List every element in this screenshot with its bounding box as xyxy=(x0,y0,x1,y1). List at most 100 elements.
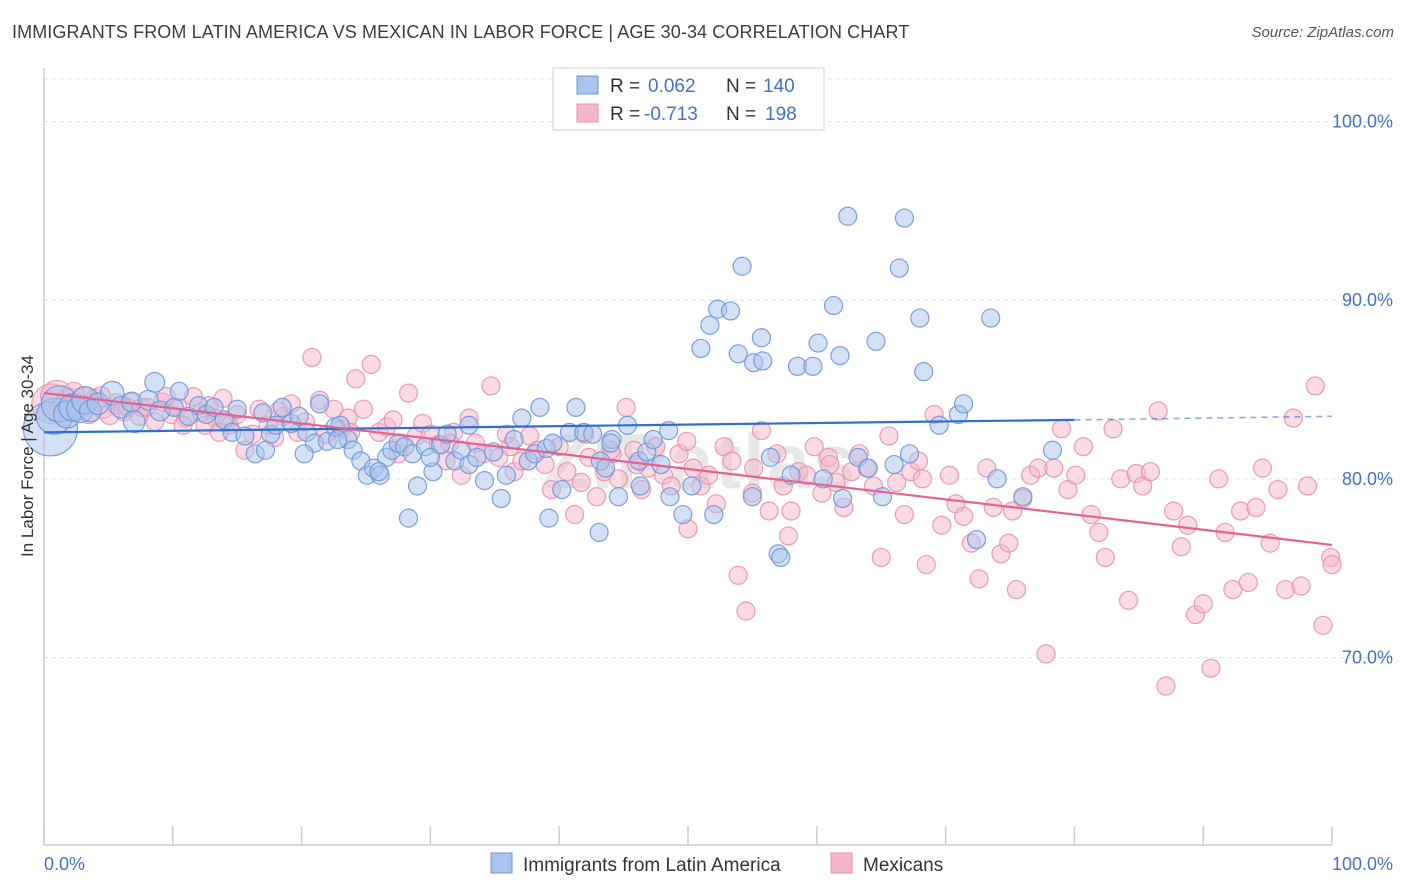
data-point-immigrants xyxy=(543,433,563,453)
data-point-immigrants xyxy=(467,447,487,467)
stats-legend-n-value-blue: 140 xyxy=(763,76,795,97)
data-point-mexicans xyxy=(736,601,756,621)
y-tick-label: 80.0% xyxy=(1342,469,1393,489)
stats-legend-swatch-pink xyxy=(576,103,599,123)
stats-legend-r-label-pink: R = xyxy=(610,104,640,125)
data-point-mexicans xyxy=(954,506,974,526)
data-point-mexicans xyxy=(398,383,419,403)
data-point-immigrants xyxy=(227,399,247,419)
data-point-immigrants xyxy=(660,487,680,507)
y-tick-label: 90.0% xyxy=(1342,290,1393,310)
stats-legend-n-value-pink: 198 xyxy=(765,104,797,125)
data-point-mexicans xyxy=(781,501,801,521)
data-point-immigrants xyxy=(771,547,791,568)
data-point-mexicans xyxy=(939,465,960,485)
data-point-immigrants xyxy=(659,421,679,441)
data-point-immigrants xyxy=(808,333,828,353)
data-point-immigrants xyxy=(899,444,920,464)
data-point-immigrants xyxy=(566,397,586,417)
data-point-immigrants xyxy=(830,345,850,366)
data-point-mexicans xyxy=(1171,537,1191,557)
x-tick-label-min: 0.0% xyxy=(44,854,85,874)
data-point-mexicans xyxy=(999,533,1019,553)
data-point-immigrants xyxy=(369,462,389,482)
data-point-immigrants xyxy=(530,397,550,417)
data-point-immigrants xyxy=(753,351,773,371)
data-point-immigrants xyxy=(491,488,511,509)
data-point-mexicans xyxy=(728,565,748,585)
data-point-mexicans xyxy=(1223,579,1243,600)
data-point-mexicans xyxy=(932,515,952,535)
data-point-mexicans xyxy=(1156,676,1176,696)
data-point-immigrants xyxy=(459,415,479,435)
stats-legend-r-label-blue: R = xyxy=(610,76,640,97)
data-point-mexicans xyxy=(1089,522,1109,543)
y-tick-labels: 100.0% 90.0% 80.0% 70.0% xyxy=(1332,112,1393,668)
data-point-mexicans xyxy=(1073,437,1094,457)
stats-legend-r-value-blue: 0.062 xyxy=(648,76,696,97)
data-point-mexicans xyxy=(1103,419,1123,439)
axes xyxy=(43,68,1332,846)
data-point-mexicans xyxy=(1178,515,1198,535)
data-point-immigrants xyxy=(954,394,974,414)
data-point-mexicans xyxy=(302,347,322,367)
stats-legend-n-label-pink: N = xyxy=(726,104,756,125)
data-point-immigrants xyxy=(858,458,878,478)
stats-legend: R = 0.062 N = 140 R = -0.713 N = 198 xyxy=(552,67,825,131)
data-point-immigrants xyxy=(643,429,663,450)
data-point-mexicans xyxy=(677,431,697,451)
data-point-immigrants xyxy=(894,208,914,228)
data-point-mexicans xyxy=(1081,504,1101,525)
data-point-mexicans xyxy=(353,399,374,419)
data-point-immigrants xyxy=(328,429,348,450)
data-point-immigrants xyxy=(1013,487,1033,507)
data-point-immigrants xyxy=(420,447,440,467)
data-point-immigrants xyxy=(732,256,752,276)
series-legend-label-pink: Mexicans xyxy=(863,855,943,876)
data-point-mexicans xyxy=(778,526,799,546)
data-point-immigrants xyxy=(704,504,724,525)
data-point-immigrants xyxy=(552,479,572,500)
data-point-immigrants xyxy=(929,415,949,435)
data-point-immigrants xyxy=(728,344,748,364)
data-point-mexicans xyxy=(1283,408,1303,428)
data-point-mexicans xyxy=(1297,476,1318,496)
data-point-immigrants xyxy=(539,508,559,528)
data-point-immigrants xyxy=(589,522,609,543)
data-point-immigrants xyxy=(583,424,603,444)
data-point-immigrants xyxy=(437,424,457,444)
data-point-immigrants xyxy=(289,406,309,426)
data-point-mexicans xyxy=(565,504,585,525)
data-point-immigrants xyxy=(310,394,330,414)
data-point-immigrants xyxy=(512,408,532,428)
data-point-immigrants xyxy=(253,403,273,423)
data-point-mexicans xyxy=(751,421,772,441)
data-point-immigrants xyxy=(595,458,616,478)
data-point-immigrants xyxy=(272,397,292,417)
data-point-immigrants xyxy=(682,476,702,496)
data-point-mexicans xyxy=(1209,469,1229,489)
trend-lines xyxy=(43,391,1333,547)
data-point-mexicans xyxy=(1291,576,1311,596)
data-point-mexicans xyxy=(912,469,933,489)
data-point-immigrants xyxy=(981,308,1001,328)
stats-legend-r-value-pink: -0.713 xyxy=(644,104,698,125)
data-point-mexicans xyxy=(383,410,403,430)
data-point-immigrants xyxy=(803,356,823,376)
data-point-mexicans xyxy=(1246,497,1266,518)
series-legend: Immigrants from Latin America Mexicans xyxy=(490,852,943,876)
data-point-mexicans xyxy=(1322,554,1342,575)
data-point-immigrants xyxy=(910,308,930,328)
data-point-mexicans xyxy=(699,465,719,485)
data-point-mexicans xyxy=(481,376,501,396)
data-point-mexicans xyxy=(969,569,989,589)
chart-source: Source: ZipAtlas.com xyxy=(1251,24,1394,41)
data-point-mexicans xyxy=(1201,658,1221,678)
data-point-immigrants xyxy=(760,447,781,467)
y-tick-label: 70.0% xyxy=(1342,647,1393,667)
data-point-mexicans xyxy=(1051,419,1072,439)
data-point-mexicans xyxy=(346,369,366,389)
series-legend-swatch-blue xyxy=(490,852,513,874)
data-point-mexicans xyxy=(1095,547,1115,568)
data-point-immigrants xyxy=(832,488,853,509)
